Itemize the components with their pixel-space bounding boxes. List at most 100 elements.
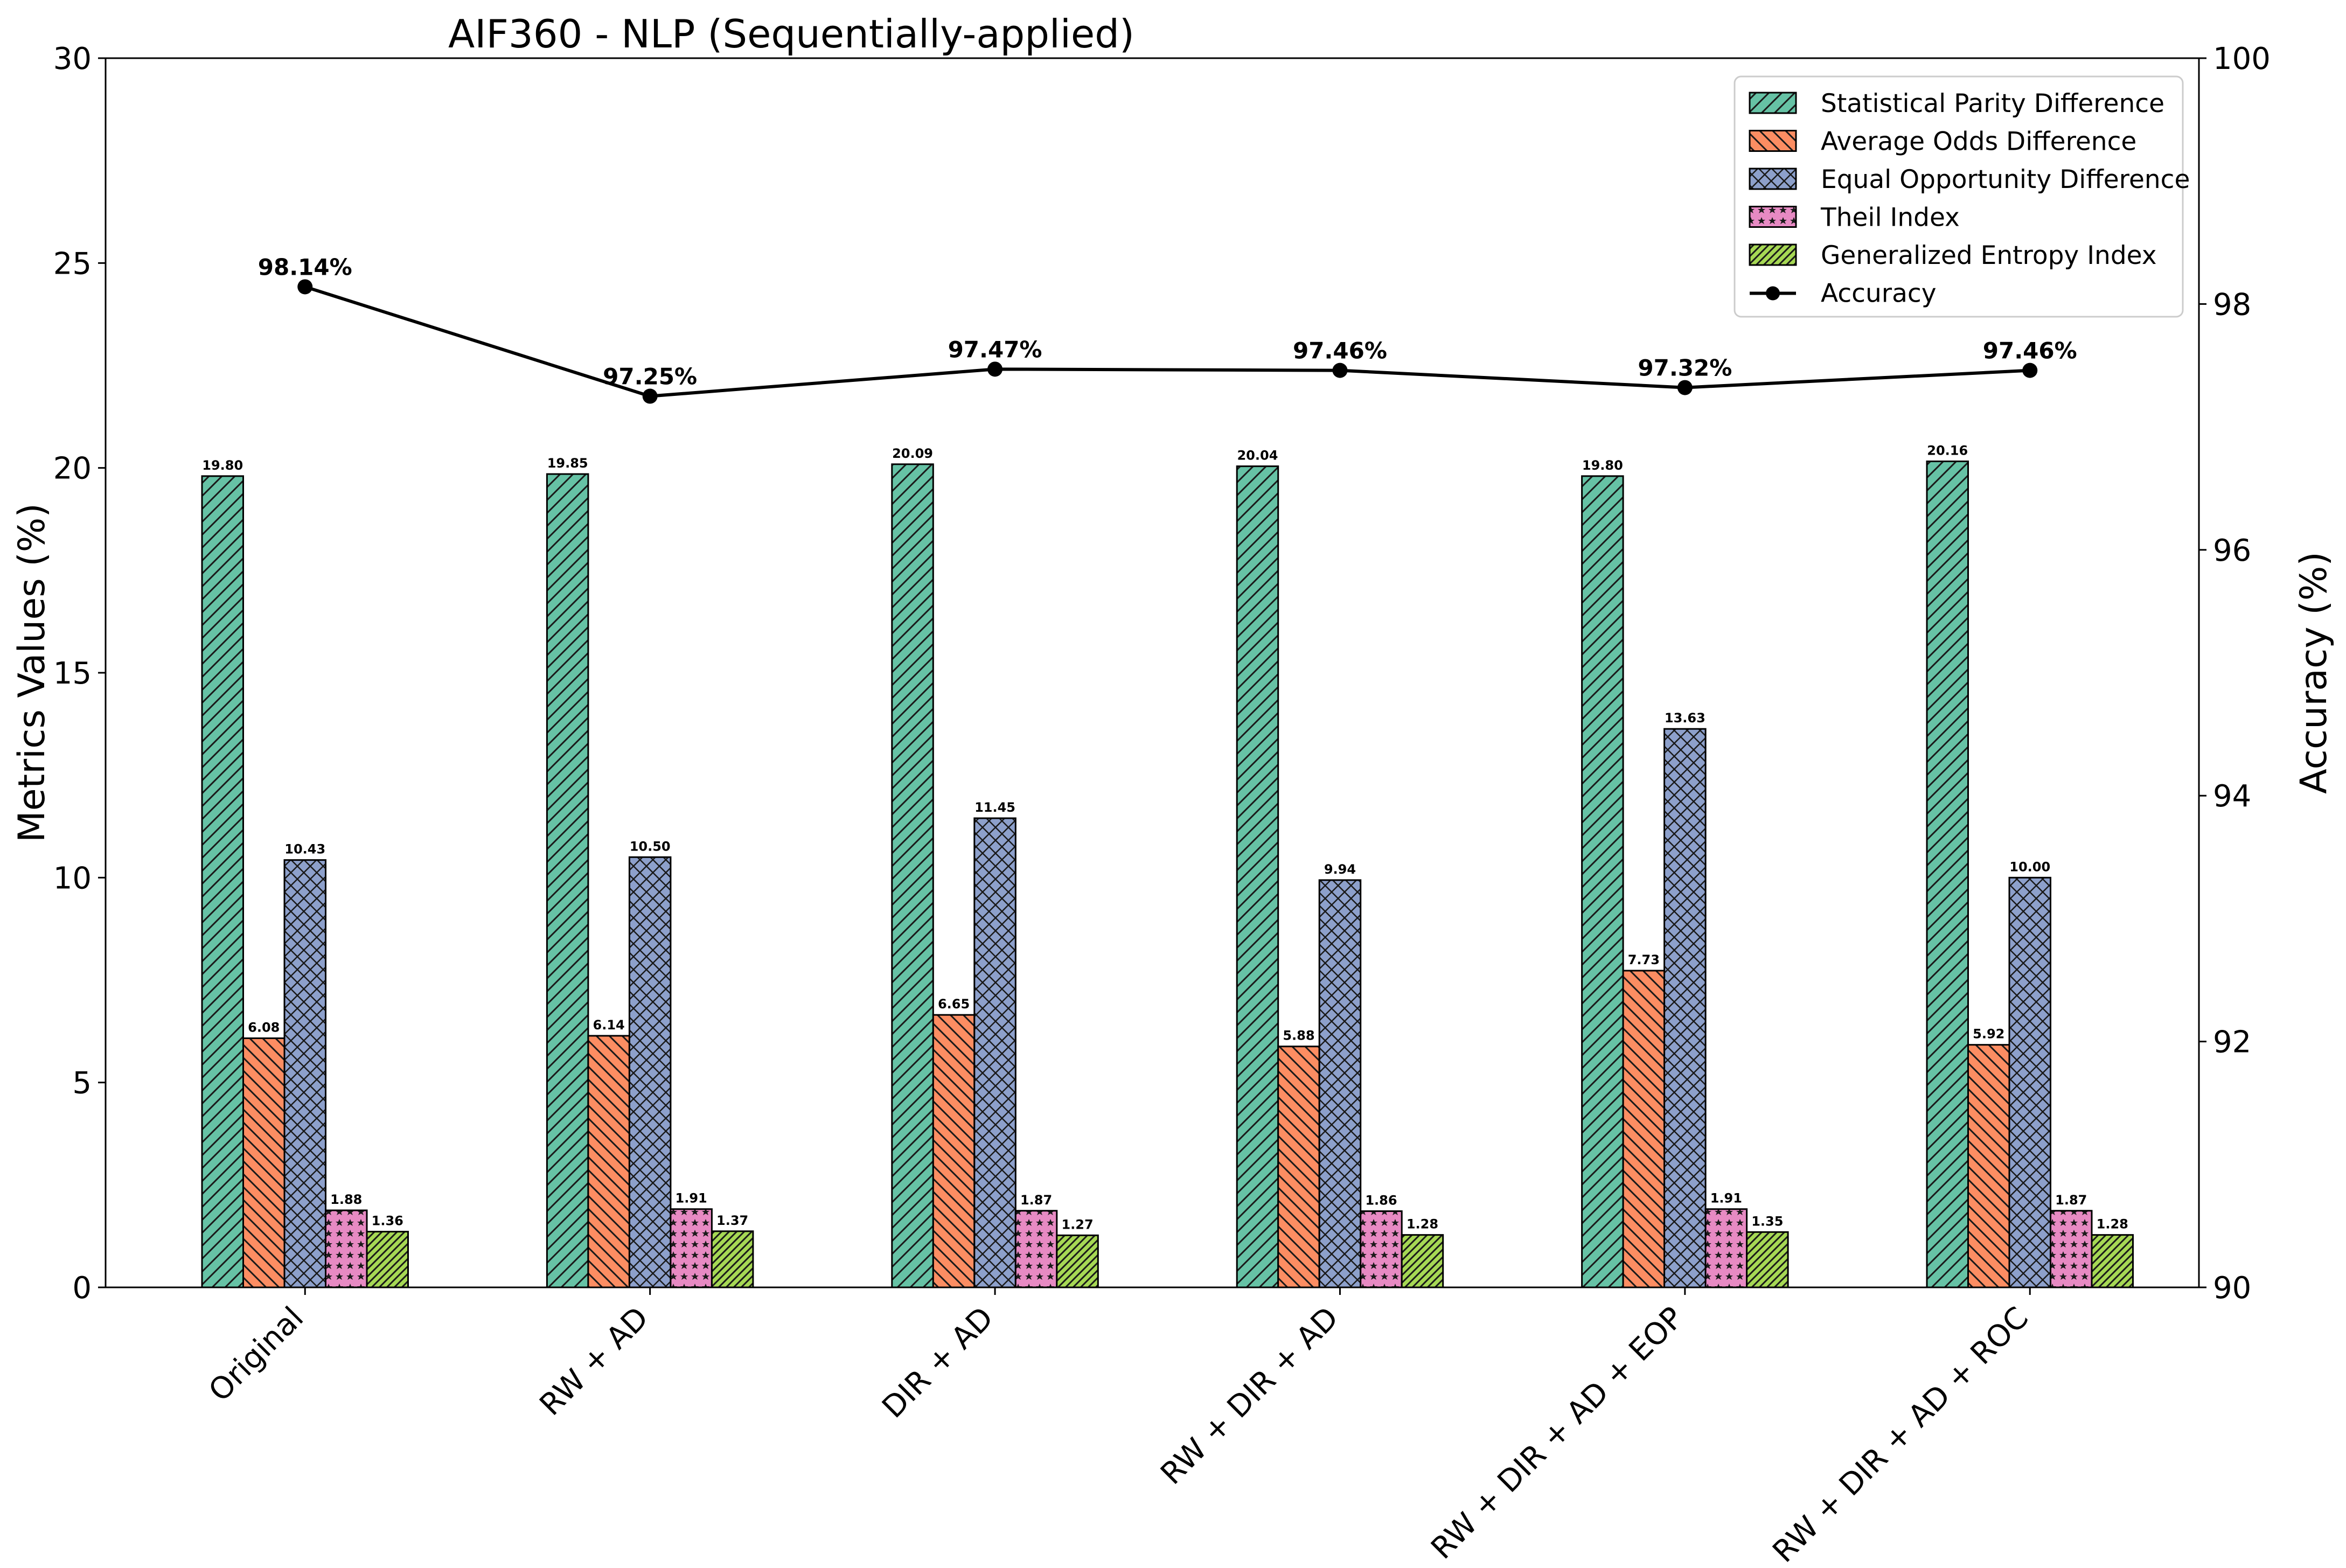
bar-value-label: 11.45: [974, 800, 1015, 815]
bar-value-label: 1.27: [1061, 1217, 1093, 1232]
bar-hatch-average-odds-difference: [1967, 1044, 2010, 1288]
y-tick-label-left: 20: [53, 451, 92, 486]
bar-value-label: 10.50: [630, 839, 671, 854]
y-tick-label-right: 98: [2213, 287, 2251, 322]
bar-hatch-generalized-entropy-index: [1056, 1234, 1099, 1288]
accuracy-line-group: 98.14% 97.25% 97.47% 97.46% 97.32% 97.46%: [258, 254, 2077, 404]
bar-hatch-equal-opportunity-difference: [628, 856, 672, 1288]
bar-hatch-average-odds-difference: [587, 1035, 630, 1288]
bar-value-label: 10.43: [284, 842, 325, 857]
y-tick-label-left: 0: [72, 1271, 92, 1306]
legend-swatch-hatch: [1749, 92, 1797, 114]
bar-value-label: 1.37: [716, 1213, 748, 1228]
y-axis-left: 0 5 10 15 20 25 30: [53, 41, 106, 1306]
bar-hatch-statistical-parity-difference: [201, 475, 244, 1288]
y-axis-title-right: Accuracy (%): [2293, 552, 2335, 794]
y-tick-label-left: 15: [53, 656, 92, 691]
bar-hatch-theil-index: [670, 1208, 713, 1288]
bar-value-label: 1.28: [1407, 1217, 1438, 1232]
accuracy-value-label: 97.32%: [1638, 355, 1732, 381]
bar-value-label: 1.91: [1710, 1191, 1742, 1206]
legend-line-marker: [1766, 286, 1780, 301]
bar-value-label: 1.35: [1751, 1214, 1783, 1229]
x-tick-label: RW + DIR + AD + EOP: [1424, 1300, 1690, 1566]
y-axis-right: 90 92 94 96 98 100: [2199, 41, 2271, 1306]
bar-hatch-equal-opportunity-difference: [973, 817, 1017, 1288]
accuracy-value-label: 98.14%: [258, 254, 352, 280]
bar-value-label: 6.08: [248, 1020, 280, 1035]
bar-value-label: 20.16: [1927, 443, 1968, 458]
legend: Statistical Parity Difference Average Odd…: [1734, 75, 2190, 318]
bar-hatch-equal-opportunity-difference: [2008, 876, 2051, 1288]
bar-value-label: 5.88: [1283, 1028, 1314, 1043]
legend-box: [1734, 75, 2184, 318]
bar-hatch-equal-opportunity-difference: [1318, 879, 1362, 1288]
legend-swatch-hatch: [1749, 243, 1797, 266]
bar-hatch-average-odds-difference: [932, 1014, 976, 1288]
accuracy-point: [642, 388, 658, 404]
legend-label: Equal Opportunity Difference: [1821, 165, 2190, 194]
x-tick-label: RW + DIR + AD + ROC: [1766, 1300, 2035, 1568]
bar-hatch-theil-index: [1704, 1208, 1748, 1288]
bar-value-label: 7.73: [1628, 952, 1660, 967]
legend-label: Generalized Entropy Index: [1821, 241, 2157, 270]
y-tick-label-left: 25: [53, 246, 92, 281]
bar-value-label: 5.92: [1973, 1027, 2004, 1042]
bar-labels-group: 19.80 19.85 20.09 20.04 19.80 20.16 6.08 6.14 6.…: [202, 443, 2128, 1232]
accuracy-value-label: 97.47%: [948, 336, 1042, 363]
bar-hatch-theil-index: [1360, 1210, 1403, 1288]
bar-value-label: 1.91: [676, 1191, 707, 1206]
legend-label: Theil Index: [1820, 203, 1960, 233]
bar-value-label: 1.86: [1365, 1193, 1397, 1208]
bar-hatch-generalized-entropy-index: [711, 1230, 754, 1288]
bar-hatch-equal-opportunity-difference: [1663, 728, 1707, 1288]
accuracy-point: [987, 361, 1003, 377]
legend-swatch-hatch: [1749, 168, 1797, 190]
y-tick-label-left: 30: [53, 41, 92, 76]
bar-hatch-theil-index: [2050, 1210, 2093, 1288]
bar-value-label: 10.00: [2009, 859, 2050, 874]
bars-group: [201, 460, 2134, 1288]
bar-value-label: 1.87: [2055, 1193, 2087, 1208]
bar-value-label: 1.28: [2097, 1217, 2128, 1232]
legend-label: Average Odds Difference: [1821, 127, 2136, 157]
bar-hatch-generalized-entropy-index: [1746, 1231, 1789, 1288]
y-tick-label-right: 96: [2213, 533, 2251, 568]
accuracy-value-label: 97.46%: [1983, 338, 2077, 364]
accuracy-value-label: 97.46%: [1293, 338, 1387, 364]
x-tick-label: RW + AD: [533, 1300, 656, 1423]
bar-hatch-average-odds-difference: [242, 1037, 286, 1288]
bar-hatch-statistical-parity-difference: [1926, 460, 1969, 1288]
bar-value-label: 19.85: [547, 456, 588, 471]
x-tick-label: DIR + AD: [875, 1300, 1000, 1425]
bar-hatch-average-odds-difference: [1622, 970, 1666, 1288]
bar-value-label: 9.94: [1324, 862, 1356, 877]
bar-value-label: 6.14: [593, 1018, 625, 1033]
legend-swatch-hatch: [1749, 130, 1797, 152]
bar-value-label: 19.80: [1582, 458, 1623, 473]
legend-label: Statistical Parity Difference: [1821, 89, 2164, 119]
y-tick-label-right: 92: [2213, 1025, 2251, 1060]
bar-hatch-theil-index: [325, 1209, 368, 1288]
bar-hatch-statistical-parity-difference: [546, 473, 589, 1288]
accuracy-point: [1332, 363, 1348, 378]
y-axis-title-left: Metrics Values (%): [11, 503, 53, 842]
bar-value-label: 20.04: [1237, 448, 1278, 463]
accuracy-value-label: 97.25%: [603, 364, 697, 390]
bar-hatch-equal-opportunity-difference: [283, 859, 326, 1288]
bar-value-label: 13.63: [1665, 710, 1705, 726]
y-tick-label-right: 100: [2213, 41, 2271, 76]
bar-value-label: 20.09: [892, 446, 933, 461]
bar-value-label: 1.87: [1020, 1193, 1052, 1208]
accuracy-point: [297, 279, 313, 295]
legend-label: Accuracy: [1821, 279, 1937, 309]
accuracy-point: [2022, 363, 2038, 378]
bar-hatch-generalized-entropy-index: [2091, 1234, 2134, 1288]
bar-value-label: 1.88: [330, 1192, 362, 1207]
bar-value-label: 1.36: [372, 1214, 403, 1229]
bar-hatch-generalized-entropy-index: [1401, 1234, 1444, 1288]
bar-value-label: 19.80: [202, 458, 243, 473]
chart-title: AIF360 - NLP (Sequentially-applied): [448, 11, 1134, 57]
